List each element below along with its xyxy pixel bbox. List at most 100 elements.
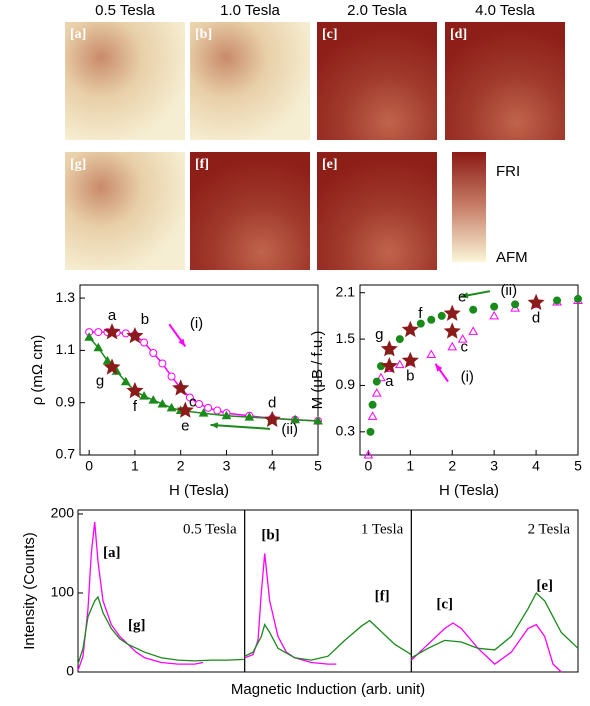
point: [204, 403, 213, 412]
arrow: [210, 423, 271, 430]
point: [93, 342, 104, 352]
arrow-head: [460, 292, 469, 299]
star-marker: [103, 323, 121, 340]
point: [427, 315, 436, 324]
panel-title: 1 Tesla: [361, 521, 404, 537]
panel-label: [c]: [322, 27, 338, 42]
point: [489, 310, 500, 320]
map-panel: [317, 22, 437, 140]
y-tick-label: 0.9: [336, 376, 356, 392]
panel-label: [a]: [70, 27, 86, 42]
star-marker: [401, 351, 419, 368]
y-tick-label: 0.9: [56, 393, 76, 409]
point: [213, 406, 222, 415]
star-marker: [172, 379, 190, 396]
point-label: g: [375, 326, 383, 343]
point: [574, 294, 582, 303]
point: [148, 395, 159, 404]
series-name: [c]: [436, 596, 453, 612]
point: [167, 372, 176, 381]
star-marker: [443, 322, 461, 339]
spectrum: [77, 521, 204, 671]
plot-frame: [79, 284, 319, 456]
star-marker: [176, 401, 194, 418]
point: [195, 400, 203, 408]
x-axis-label: H (Tesla): [439, 482, 499, 499]
y-tick-label: 1.5: [336, 330, 356, 346]
point: [94, 328, 103, 337]
arrow-head: [210, 422, 218, 429]
x-tick-label: 0: [85, 458, 93, 474]
spectrum: [77, 595, 245, 665]
point: [198, 408, 209, 417]
point: [376, 372, 386, 382]
series-line: [89, 331, 319, 422]
column-title: 4.0 Tesla: [475, 2, 535, 19]
point: [139, 391, 149, 400]
point: [366, 427, 375, 436]
colorbar-bottom: AFM: [496, 249, 528, 266]
panel-frame: [410, 509, 579, 673]
point: [290, 414, 300, 424]
series-name: [f]: [375, 588, 390, 604]
point: [157, 398, 168, 408]
column-title: 1.0 Tesla: [220, 2, 280, 19]
point: [511, 300, 520, 309]
series-name: [a]: [103, 545, 121, 561]
y-tick-label: 1.1: [56, 341, 76, 357]
point-label: c: [189, 393, 197, 410]
point: [437, 311, 446, 320]
point: [395, 335, 404, 344]
point: [371, 388, 382, 397]
map-panel: [65, 22, 185, 140]
point: [102, 355, 113, 365]
series-name: [b]: [261, 528, 279, 544]
colorbar: [452, 152, 486, 262]
panel-label: [d]: [450, 27, 467, 42]
x-tick-label: 0: [364, 458, 372, 474]
point-label: d: [268, 395, 276, 412]
series-name: (ii): [281, 421, 298, 438]
point: [553, 296, 562, 305]
point-label: f: [133, 398, 138, 415]
point: [120, 376, 131, 386]
point: [149, 349, 158, 357]
point: [372, 377, 381, 386]
map-panel: [190, 22, 310, 140]
map-panel: [65, 152, 185, 270]
y-tick-label: 2.1: [336, 283, 356, 299]
spectrum: [410, 591, 579, 659]
point: [185, 393, 194, 402]
point: [313, 415, 323, 425]
point: [221, 410, 232, 420]
panel-label: [e]: [322, 157, 338, 172]
point: [426, 349, 437, 359]
point-label: b: [141, 311, 149, 328]
x-tick-label: 3: [490, 458, 498, 474]
colorbar-top: FRI: [496, 163, 520, 180]
point-label: a: [108, 307, 117, 324]
spectrum: [244, 553, 337, 665]
series-name: (i): [461, 369, 474, 386]
arrow-head: [178, 338, 186, 347]
point: [166, 402, 177, 412]
x-tick-label: 5: [574, 458, 582, 474]
point-label: d: [532, 310, 540, 327]
point: [416, 319, 425, 328]
point: [469, 305, 478, 314]
map-panel: [190, 152, 310, 270]
panel-title: 2 Tesla: [528, 521, 571, 537]
star-marker: [126, 381, 144, 399]
y-tick-label: 1.3: [56, 289, 76, 305]
point: [140, 338, 149, 347]
point: [368, 400, 377, 409]
column-title: 2.0 Tesla: [347, 2, 407, 19]
point-label: f: [418, 305, 423, 322]
panel-label: [g]: [70, 157, 86, 172]
panel-label: [b]: [195, 27, 212, 42]
point: [394, 359, 405, 369]
point-label: e: [458, 289, 466, 306]
point-label: c: [460, 338, 468, 355]
star-marker: [103, 358, 121, 375]
